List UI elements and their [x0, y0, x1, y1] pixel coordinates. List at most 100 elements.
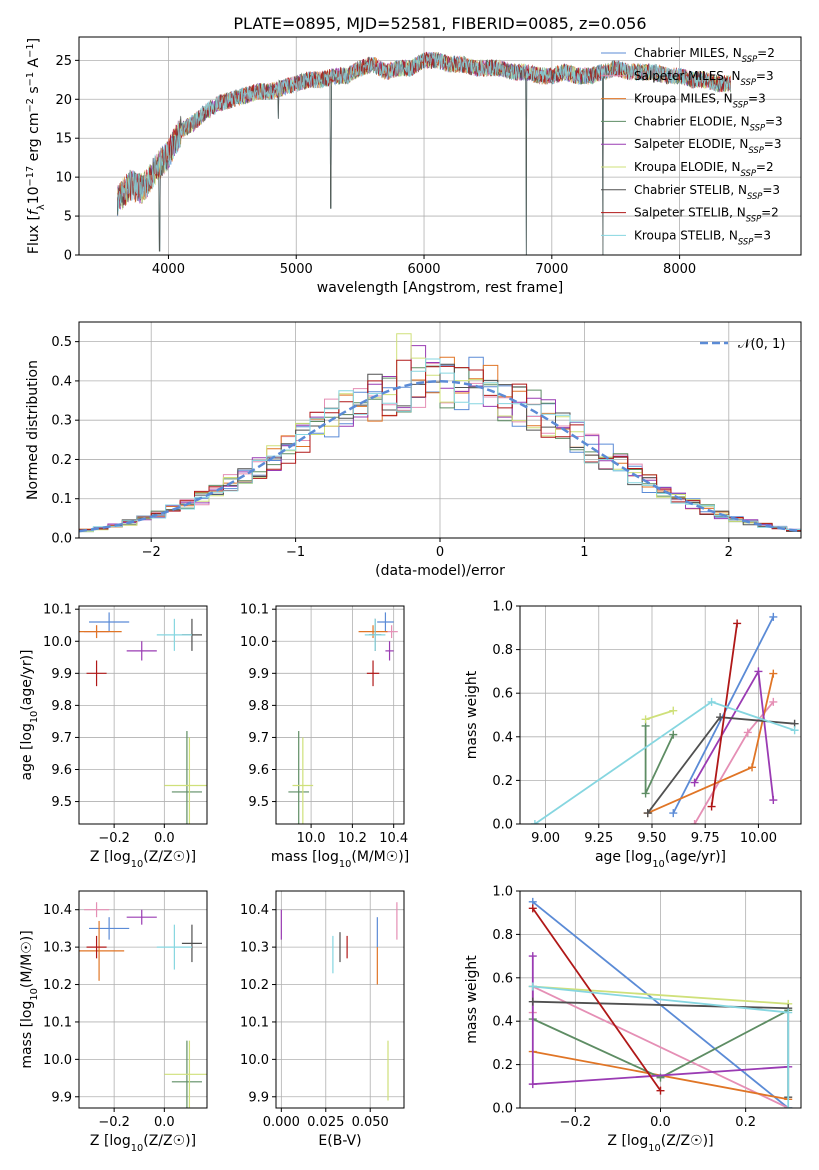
errorbar-point-chabrier-miles: [89, 917, 130, 940]
legend-label-salpeter-miles: Salpeter MILES, NSSP=3: [634, 69, 774, 87]
plot-area-age_vs_Z: [79, 612, 207, 824]
x-tick-label: 4000: [152, 262, 185, 277]
panel-weight_vs_Z: −0.2 0.0 0.2 0.0 0.2 0.4 0.6 0.8 1.0 Z [log10(Z/Z…: [464, 885, 802, 1154]
weight-marker-chabrier-elodie: [669, 730, 678, 739]
x-tick-label: 2: [725, 545, 733, 560]
x-axis-label: wavelength [Angstrom, rest frame]: [317, 280, 563, 296]
errorbar-point-kroupa-elodie: [164, 1040, 207, 1108]
plot-area-weight_vs_Z: [528, 897, 793, 1108]
axes-frame: [78, 890, 208, 1109]
panel-mass_vs_Z: −0.2 0.0 9.9 10.0 10.1 10.2 10.3 10.4 Z [log10(Z…: [19, 890, 208, 1154]
x-tick-label: 9.25: [584, 831, 613, 846]
y-tick-label: 10.0: [240, 1053, 269, 1068]
normal-reference-curve: [79, 380, 801, 533]
y-tick-label: 0.3: [51, 414, 72, 429]
axes-frame: [519, 890, 802, 1109]
x-axis-label: mass [log10(M/M☉)]: [271, 849, 409, 870]
x-axis-label: Z [log10(Z/Z☉)]: [90, 1133, 196, 1154]
y-tick-label: 15: [55, 132, 72, 147]
figure-panels: 4000 5000 6000 7000 80000510152025wavelength…: [19, 36, 802, 1154]
weight-marker-salpeter-elodie: [754, 667, 763, 676]
errorbar-point-salpeter-elodie: [126, 909, 157, 925]
panel-age_vs_mass: 10.0 10.2 10.4 9.5 9.6 9.7 9.8 9.9 10.0 10.1 mass …: [240, 603, 409, 870]
errorbar-point-kroupa-stelib: [364, 618, 386, 651]
y-tick-label: 10.4: [43, 903, 72, 918]
y-tick-label: 1.0: [492, 600, 513, 615]
errorbar-point-chabrier-elodie: [171, 1040, 202, 1108]
panel-spectrum: 4000 5000 6000 7000 8000 0 5 10 15 20 25 wavelength…: [25, 36, 802, 296]
y-tick-label: 10.1: [43, 603, 72, 618]
x-tick-label: 0.2: [735, 1115, 756, 1130]
errorbar-point-kroupa-miles: [358, 625, 388, 639]
spectrum-line-salpeter-stelib: [116, 51, 732, 206]
y-tick-label: 9.9: [248, 667, 269, 682]
y-tick-label: 0.2: [492, 1058, 513, 1073]
x-axis-label: Z [log10(Z/Z☉)]: [90, 849, 196, 870]
legend-spectrum: Chabrier MILES, NSSP=2 Salpeter MILES, NS…: [601, 46, 783, 246]
x-axis-label: Z [log10(Z/Z☉)]: [607, 1133, 713, 1154]
plot-area-age_vs_mass: [288, 612, 398, 824]
figure-title: PLATE=0895, MJD=52581, FIBERID=0085, z=0…: [233, 14, 646, 33]
axes-frame: [78, 321, 802, 539]
weight-marker-kroupa-miles: [748, 763, 757, 772]
axes-frame: [78, 36, 802, 256]
legend-label-kroupa-stelib: Kroupa STELIB, NSSP=3: [634, 228, 771, 246]
weight-marker-kroupa-stelib: [707, 697, 716, 706]
errorbar-point-chabrier-miles: [89, 612, 130, 632]
weight-marker-kroupa-stelib: [528, 982, 537, 991]
y-tick-label: 9.7: [248, 731, 269, 746]
y-tick-label: 9.5: [51, 795, 72, 810]
weight-marker-salpeter-elodie: [690, 778, 699, 787]
y-tick-label: 10.1: [240, 603, 269, 618]
panel-mass_vs_EBV: 0.000 0.025 0.050 9.9 10.0 10.1 10.2 10.3 10.4 E(…: [240, 890, 405, 1149]
weight-line-kroupa-elodie: [532, 985, 789, 1005]
weight-marker-salpeter-miles: [690, 820, 699, 824]
y-tick-label: 9.6: [51, 763, 72, 778]
plot-area-spectrum: [116, 51, 732, 255]
y-tick-label: 0.8: [492, 928, 513, 943]
x-axis-label: E(B-V): [318, 1133, 361, 1149]
y-tick-label: 0.4: [51, 374, 72, 389]
weight-marker-kroupa-elodie: [669, 706, 678, 715]
weight-marker-salpeter-elodie: [528, 1080, 537, 1089]
y-tick-label: 10.3: [240, 941, 269, 956]
y-tick-label: 25: [55, 54, 72, 69]
errorbar-point-chabrier-elodie: [171, 731, 202, 824]
x-tick-label: 0.0: [650, 1115, 671, 1130]
y-axis-label: mass [log10(M/M☉)]: [19, 930, 40, 1068]
x-tick-label: 10.00: [740, 831, 777, 846]
errorbar-point-salpeter-elodie: [385, 641, 394, 661]
errorbar-point-kroupa-miles: [79, 625, 122, 639]
x-tick-label: −0.2: [560, 1115, 592, 1130]
x-tick-label: 0.0: [154, 1115, 175, 1130]
axes-frame: [275, 890, 405, 1109]
x-tick-label: 0.0: [154, 831, 175, 846]
errorbar-point-salpeter-miles: [84, 902, 110, 918]
errorbar-point-kroupa-stelib: [156, 924, 192, 970]
y-tick-label: 0.1: [51, 492, 72, 507]
axes-frame: [519, 605, 802, 825]
y-tick-label: 20: [55, 93, 72, 108]
legend-label-chabrier-miles: Chabrier MILES, NSSP=2: [634, 46, 775, 64]
errorbar-point-salpeter-stelib: [86, 935, 107, 959]
weight-marker-chabrier-stelib: [528, 997, 537, 1006]
weight-marker-salpeter-stelib: [707, 802, 716, 811]
y-tick-label: 9.9: [51, 1090, 72, 1105]
y-tick-label: 9.8: [51, 699, 72, 714]
panel-age_vs_Z: −0.2 0.0 9.5 9.6 9.7 9.8 9.9 10.0 10.1 Z [log10(Z…: [19, 603, 208, 870]
errorbar-point-kroupa-elodie: [292, 737, 314, 824]
weight-marker-kroupa-stelib: [790, 726, 799, 735]
histogram-kroupa-elodie: [79, 333, 801, 533]
y-tick-label: 0.0: [492, 818, 513, 833]
x-tick-label: −2: [142, 545, 161, 560]
x-tick-label: −0.2: [98, 831, 130, 846]
y-tick-label: 1.0: [492, 885, 513, 900]
panel-weight_vs_age: 9.00 9.25 9.50 9.75 10.00 0.0 0.2 0.4 0.6 0.8 1.0 a…: [464, 600, 802, 870]
weight-marker-salpeter-elodie: [769, 796, 778, 805]
x-tick-label: −0.2: [98, 1115, 130, 1130]
y-tick-label: 10.3: [43, 941, 72, 956]
weight-marker-salpeter-elodie: [528, 952, 537, 961]
errorbar-point-salpeter-stelib: [86, 660, 107, 687]
weight-marker-salpeter-stelib: [733, 619, 742, 628]
